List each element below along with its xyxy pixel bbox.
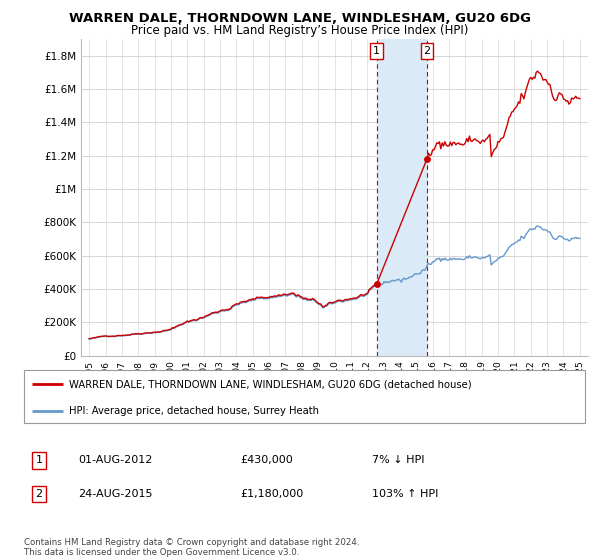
Text: 103% ↑ HPI: 103% ↑ HPI xyxy=(372,489,439,499)
Text: 1: 1 xyxy=(35,455,43,465)
Text: Price paid vs. HM Land Registry’s House Price Index (HPI): Price paid vs. HM Land Registry’s House … xyxy=(131,24,469,36)
Text: HPI: Average price, detached house, Surrey Heath: HPI: Average price, detached house, Surr… xyxy=(69,406,319,416)
Text: WARREN DALE, THORNDOWN LANE, WINDLESHAM, GU20 6DG (detached house): WARREN DALE, THORNDOWN LANE, WINDLESHAM,… xyxy=(69,380,472,390)
Bar xyxy=(377,39,427,356)
Text: 2: 2 xyxy=(35,489,43,499)
Text: 2: 2 xyxy=(424,46,430,56)
Text: 24-AUG-2015: 24-AUG-2015 xyxy=(78,489,152,499)
Text: £1,180,000: £1,180,000 xyxy=(240,489,303,499)
Text: £430,000: £430,000 xyxy=(240,455,293,465)
Text: WARREN DALE, THORNDOWN LANE, WINDLESHAM, GU20 6DG: WARREN DALE, THORNDOWN LANE, WINDLESHAM,… xyxy=(69,12,531,25)
Text: 7% ↓ HPI: 7% ↓ HPI xyxy=(372,455,425,465)
Text: 01-AUG-2012: 01-AUG-2012 xyxy=(78,455,152,465)
Text: 1: 1 xyxy=(373,46,380,56)
Text: Contains HM Land Registry data © Crown copyright and database right 2024.
This d: Contains HM Land Registry data © Crown c… xyxy=(24,538,359,557)
